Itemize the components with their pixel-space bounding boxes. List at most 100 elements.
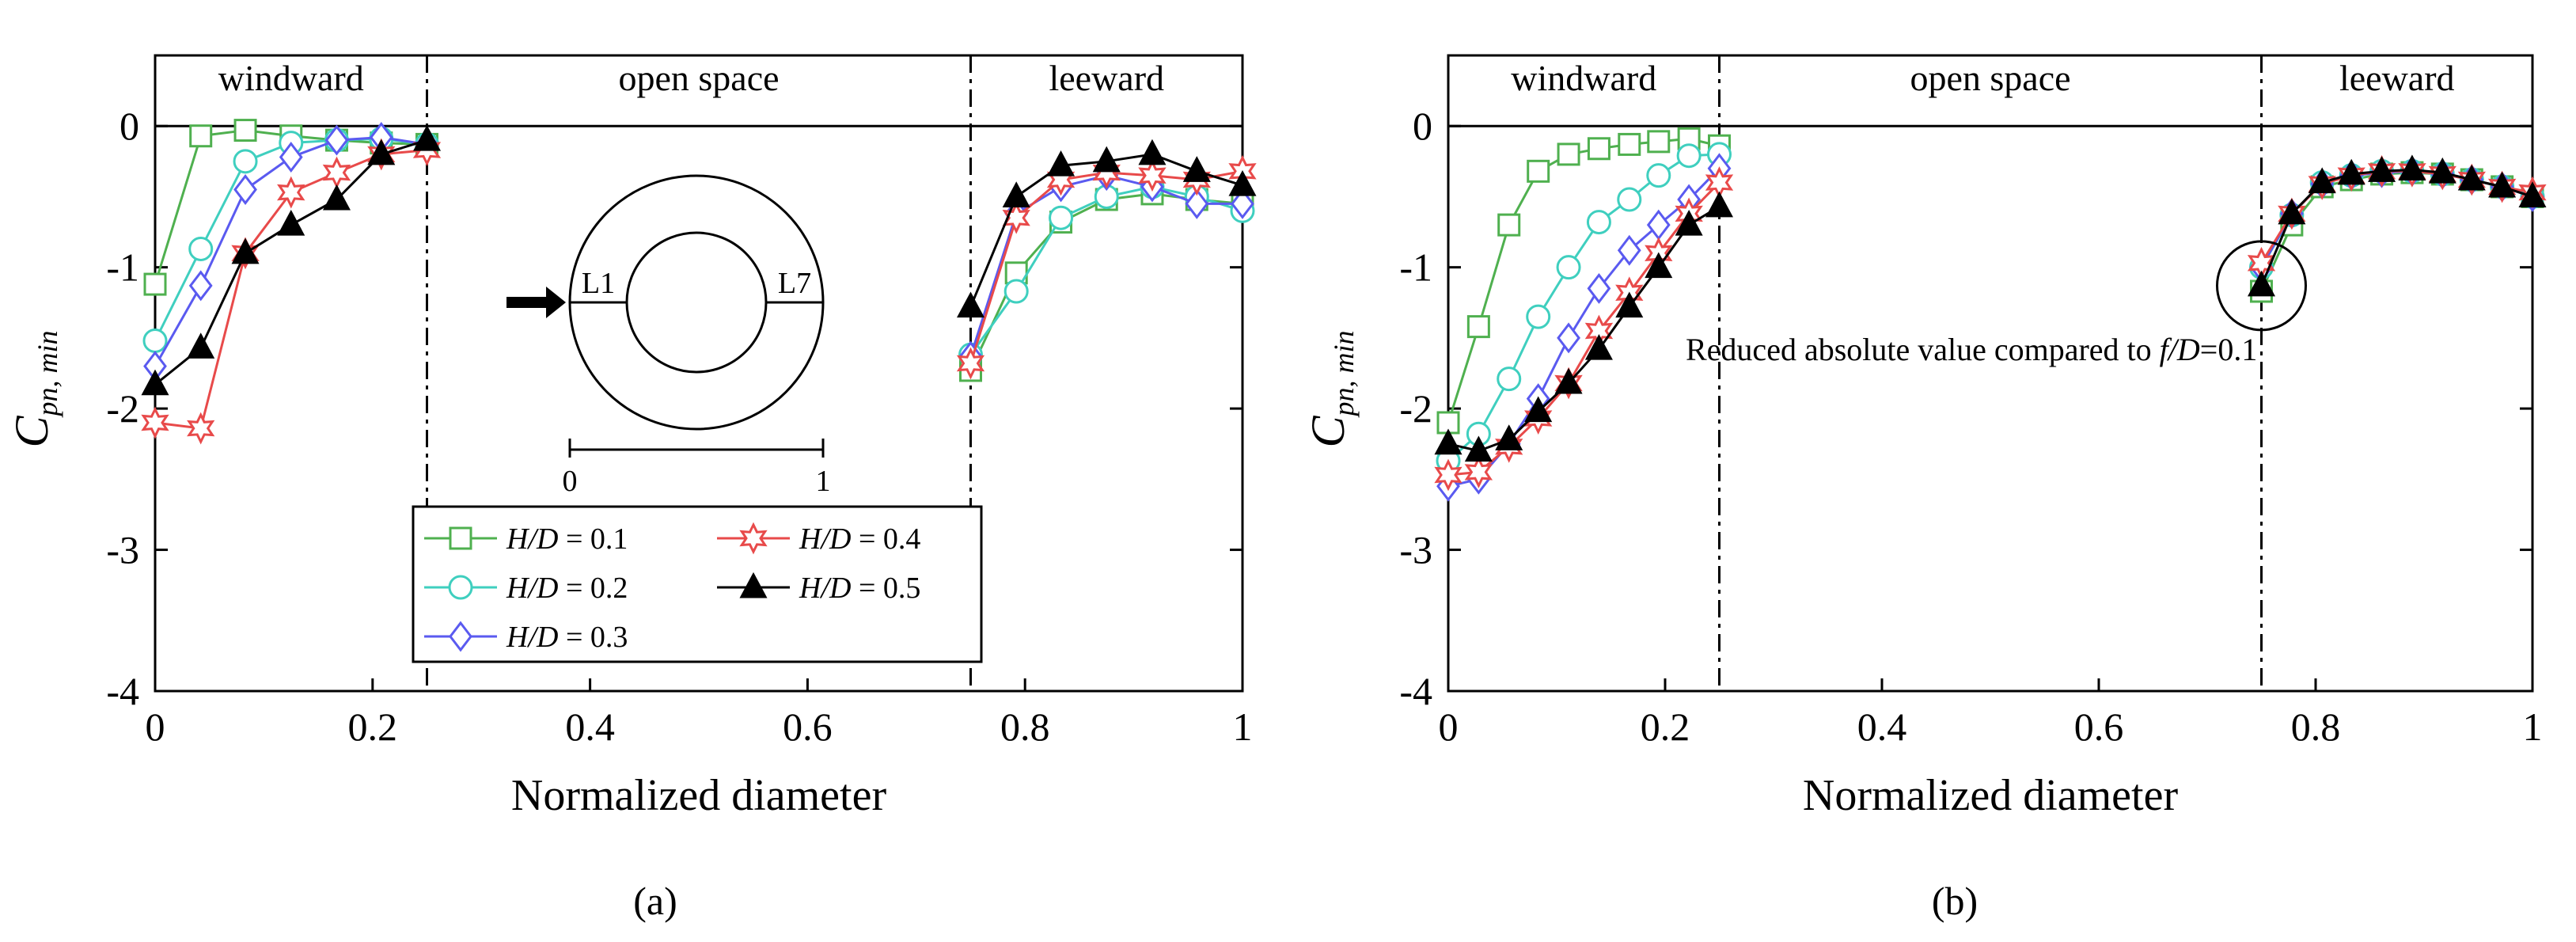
wind-arrow-icon	[506, 287, 566, 318]
data-point	[188, 270, 213, 302]
legend-marker	[739, 522, 768, 555]
data-point	[367, 139, 396, 165]
chart-panel-b: windward open space leeward -4 -3 -2 -1 0 0 0.2 0.…	[1302, 54, 2547, 923]
legend-label: H/D = 0.4	[799, 522, 920, 556]
data-point	[231, 237, 260, 264]
region-label: windward	[1511, 58, 1656, 98]
inset-diagram: L1 L7 0 1	[506, 174, 831, 498]
plot-frame	[1447, 54, 2534, 693]
series-line	[1447, 137, 1720, 424]
data-point	[1049, 205, 1074, 230]
data-point	[1617, 187, 1642, 212]
series-line	[1447, 205, 1720, 453]
series-line	[2260, 168, 2533, 287]
region-label: open space	[1910, 58, 2070, 98]
data-point	[2518, 181, 2547, 207]
x-tick-label: 0.8	[2291, 705, 2341, 749]
data-point	[2488, 171, 2517, 198]
data-point	[1676, 143, 1702, 169]
inset-label-right: L7	[778, 267, 811, 300]
data-point	[1556, 255, 1581, 280]
region-label: leeward	[2339, 58, 2455, 98]
y-tick-label: 0	[120, 104, 139, 148]
chart-panel-a: windward open space leeward -4 -3 -2 -1 0 0 0.2 0.…	[6, 54, 1257, 923]
legend-marker	[448, 575, 473, 600]
data-point	[1705, 191, 1734, 218]
data-point	[956, 347, 985, 380]
y-axis-label: Cpn, min	[6, 330, 63, 447]
series-line	[1447, 181, 1720, 477]
data-point	[1495, 424, 1523, 450]
data-point	[1047, 150, 1076, 177]
series-line	[1447, 167, 1720, 488]
x-tick-label: 0	[146, 705, 165, 749]
y-tick-label: -4	[106, 669, 139, 713]
legend-label: H/D = 0.1	[506, 522, 628, 556]
y-axis-label: Cpn, min	[1302, 330, 1360, 447]
legend-marker	[449, 621, 472, 652]
data-point	[277, 176, 305, 209]
x-tick-label: 1	[1233, 705, 1253, 749]
y-tick-label: -3	[106, 528, 139, 572]
data-point	[322, 184, 351, 211]
region-label: windward	[218, 58, 364, 98]
data-point	[1524, 396, 1553, 423]
region-label: open space	[618, 58, 779, 98]
legend-label: H/D = 0.2	[506, 572, 628, 605]
data-point	[188, 236, 214, 261]
data-point	[141, 406, 169, 439]
region-label: leeward	[1049, 58, 1164, 98]
data-point	[1434, 458, 1463, 492]
data-point	[1527, 159, 1550, 183]
data-point	[1002, 201, 1030, 234]
data-point	[279, 142, 303, 173]
data-point	[1645, 252, 1673, 279]
x-tick-label: 0.6	[2074, 705, 2124, 749]
y-tick-label: -2	[1399, 386, 1432, 431]
data-point	[1646, 163, 1671, 188]
data-point	[1185, 188, 1209, 219]
legend: H/D = 0.1 H/D = 0.2 H/D = 0.3 H/D = 0.4 H/D …	[412, 505, 983, 663]
panel-caption: (a)	[633, 879, 677, 923]
data-point	[1554, 367, 1583, 394]
y-tick-label: -2	[106, 386, 139, 431]
y-tick-label: -4	[1399, 669, 1432, 713]
data-point	[956, 291, 985, 318]
data-point	[1526, 304, 1551, 329]
data-point	[1092, 146, 1121, 173]
data-point	[2398, 154, 2426, 181]
data-point	[1587, 137, 1610, 161]
data-point	[2247, 270, 2276, 297]
data-point	[1464, 435, 1493, 462]
x-tick-label: 0	[1439, 705, 1459, 749]
x-axis-label: Normalized diameter	[511, 771, 887, 820]
y-tick-label: -3	[1399, 528, 1432, 572]
data-point	[187, 412, 215, 445]
data-point	[2337, 158, 2365, 185]
x-axis-label: Normalized diameter	[1803, 771, 2179, 820]
data-point	[2278, 198, 2306, 225]
data-point	[1647, 130, 1671, 154]
data-point	[1557, 322, 1580, 354]
data-point	[1586, 210, 1611, 235]
data-point	[141, 369, 169, 396]
data-point	[2428, 157, 2456, 184]
legend-label: H/D = 0.3	[506, 621, 628, 654]
legend-label: H/D = 0.5	[799, 572, 920, 605]
data-point	[1231, 188, 1254, 219]
data-point	[233, 174, 257, 205]
legend-marker	[739, 572, 768, 598]
data-point	[1497, 367, 1522, 392]
x-tick-label: 0.6	[783, 705, 833, 749]
data-point	[233, 149, 258, 174]
y-tick-label: -1	[1399, 245, 1432, 290]
data-point	[1092, 156, 1121, 189]
data-point	[1584, 333, 1613, 360]
data-point	[2457, 164, 2486, 191]
x-tick-label: 0.4	[1857, 705, 1907, 749]
inner-circle	[625, 231, 768, 374]
data-point	[322, 156, 351, 189]
data-point	[1464, 455, 1493, 488]
annotation-circle	[2216, 240, 2307, 332]
